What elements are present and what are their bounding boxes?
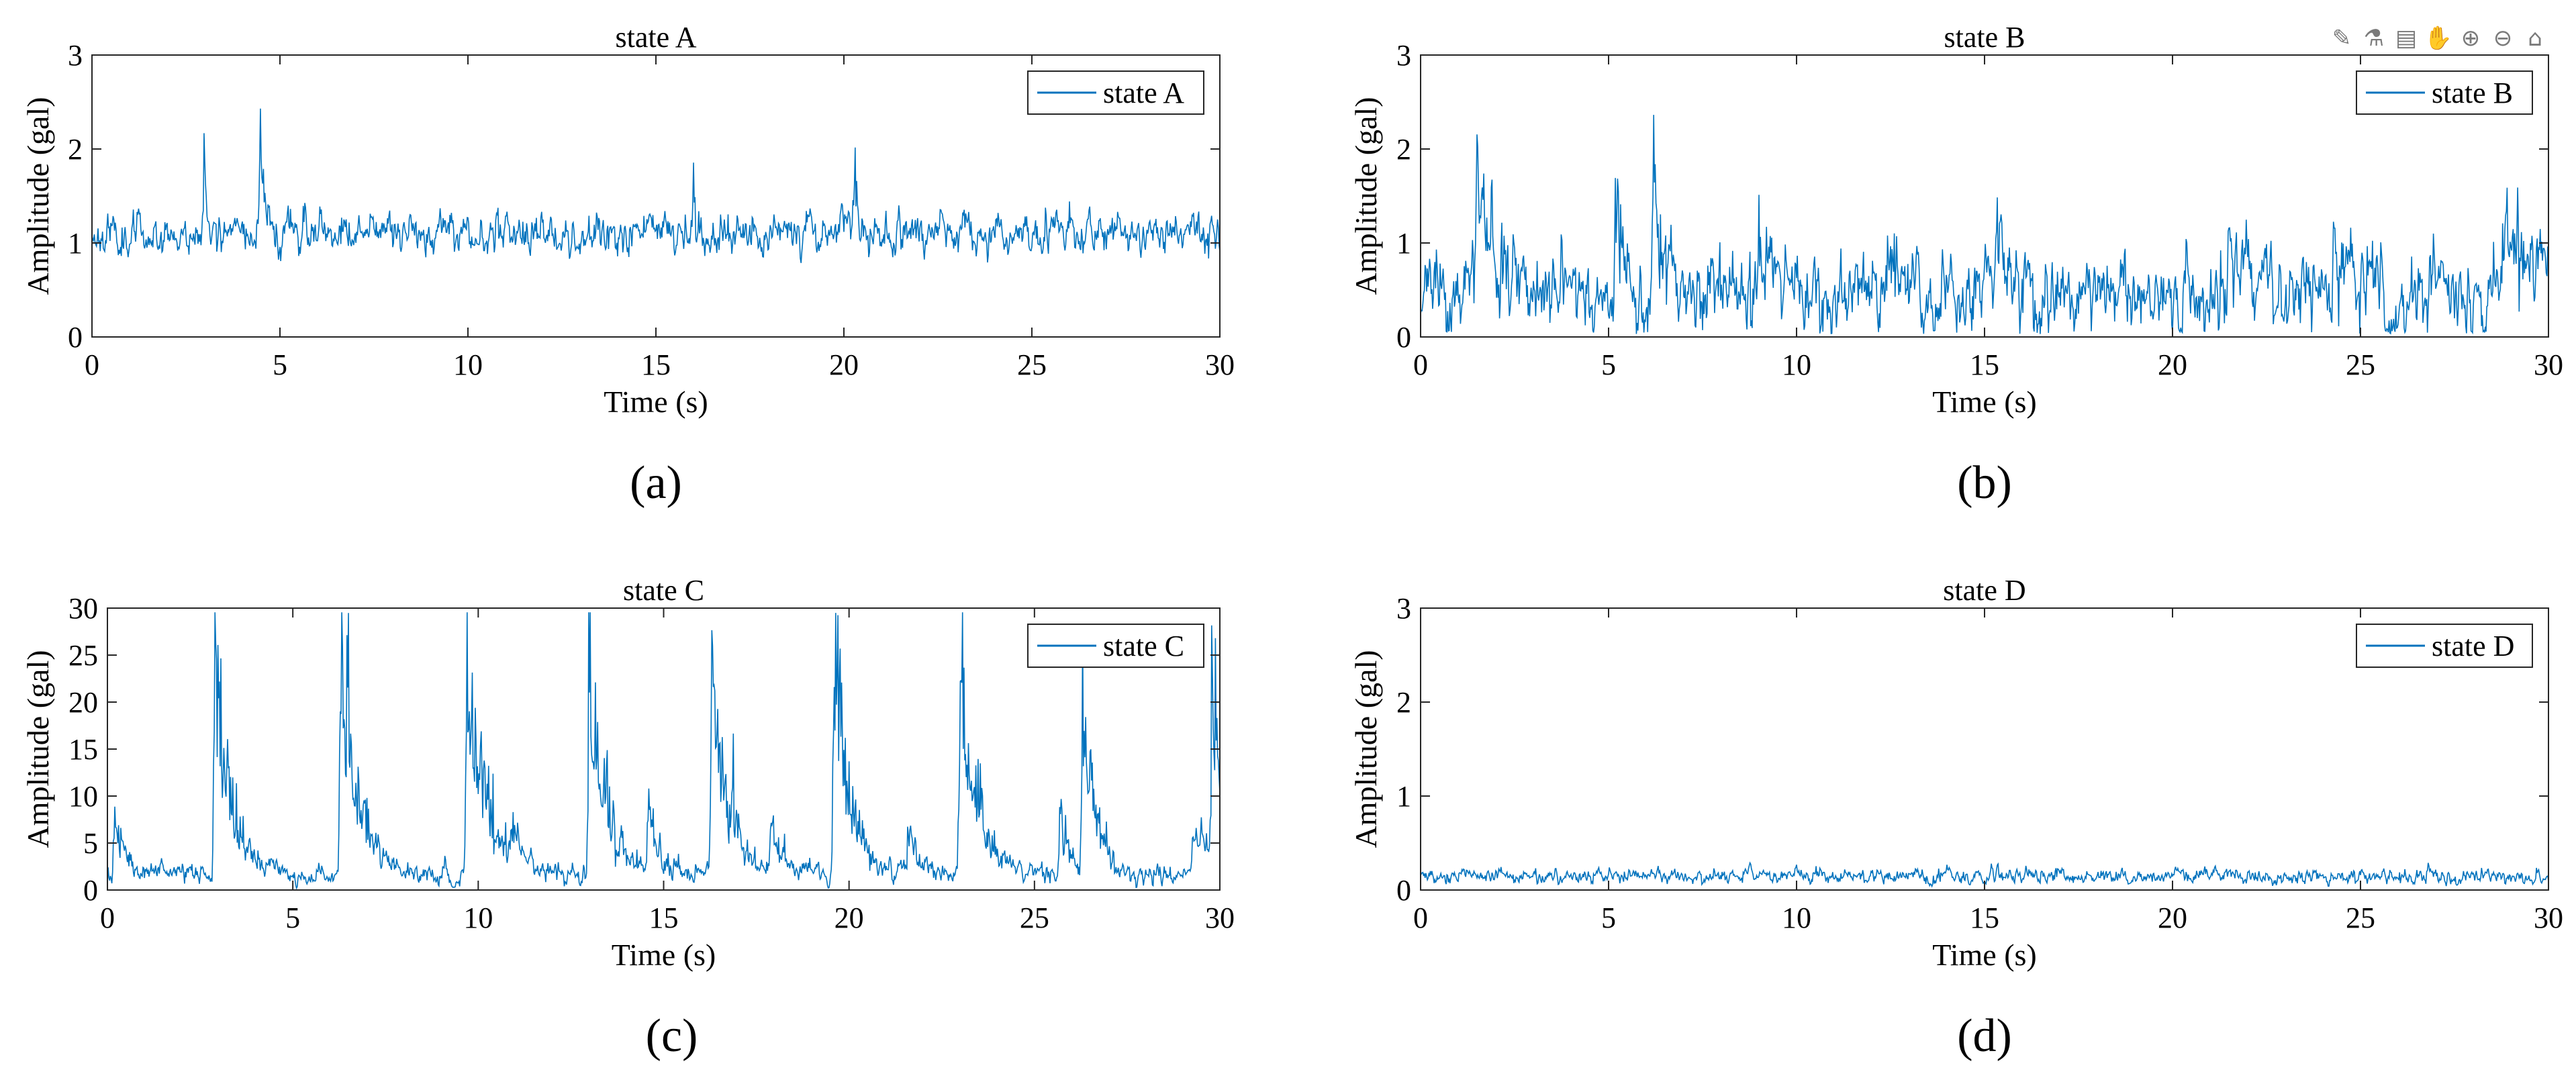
x-tick-label: 30 (2534, 348, 2563, 381)
x-axis-label: Time (s) (1932, 938, 2037, 972)
chart-title: state B (1944, 21, 2025, 54)
x-tick-label: 15 (649, 901, 679, 934)
y-tick-label: 0 (1396, 321, 1411, 354)
legend: state A (1027, 70, 1204, 115)
y-tick-label: 1 (1396, 227, 1411, 260)
legend-label: state C (1103, 630, 1184, 662)
y-tick-label: 3 (68, 39, 83, 72)
x-tick-label: 25 (2346, 348, 2375, 381)
x-tick-label: 5 (1601, 348, 1616, 381)
legend: state D (2356, 624, 2533, 668)
y-tick-label: 30 (68, 592, 98, 625)
series-line-c (107, 612, 1221, 890)
legend: state C (1027, 624, 1204, 668)
legend-label: state A (1103, 77, 1184, 109)
x-tick-label: 25 (2346, 901, 2375, 934)
y-axis-label: Amplitude (gal) (21, 650, 55, 848)
chart-title: state D (1943, 574, 2025, 607)
y-tick-label: 2 (68, 133, 83, 166)
legend-label: state B (2432, 77, 2513, 109)
series-line-b (1420, 115, 2549, 335)
x-tick-label: 15 (1970, 901, 1999, 934)
x-tick-label: 10 (463, 901, 493, 934)
x-tick-label: 0 (100, 901, 115, 934)
zoom-out-icon[interactable]: ⊖ (2493, 25, 2513, 52)
y-tick-label: 20 (68, 686, 98, 719)
chart-panel-d: 0 5 10 15 20 25 30 0 1 2 3 state D Time (s) Amplitude… (1349, 574, 2563, 1062)
x-tick-label: 0 (1413, 901, 1428, 934)
edit-brush-icon[interactable]: ✎ (2332, 25, 2352, 52)
data-tips-icon[interactable]: ⚗ (2363, 25, 2385, 52)
y-axis-label: Amplitude (gal) (21, 97, 55, 295)
y-tick-label: 25 (68, 639, 98, 672)
x-tick-label: 0 (85, 348, 99, 381)
y-tick-label: 15 (68, 733, 98, 766)
pan-hand-icon[interactable]: ✋ (2424, 25, 2453, 52)
x-tick-label: 5 (1601, 901, 1616, 934)
x-tick-label: 10 (453, 348, 483, 381)
chart-panel-b: 0 5 10 15 20 25 30 0 1 2 3 state B Time (s) Amplitude… (1349, 21, 2563, 509)
x-tick-label: 20 (2158, 901, 2187, 934)
legend: state B (2356, 70, 2533, 115)
x-tick-label: 5 (285, 901, 300, 934)
x-tick-label: 20 (834, 901, 864, 934)
chart-title: state C (623, 574, 704, 607)
figure-toolbar: ✎ ⚗ ▤ ✋ ⊕ ⊖ ⌂ (2328, 23, 2548, 56)
x-axis-label: Time (s) (612, 938, 716, 972)
x-tick-label: 30 (1205, 901, 1235, 934)
x-axis-label: Time (s) (604, 385, 708, 419)
x-tick-label: 15 (641, 348, 671, 381)
x-tick-label: 10 (1782, 901, 1811, 934)
y-tick-label: 0 (1396, 874, 1411, 907)
x-tick-label: 25 (1017, 348, 1047, 381)
panel-label: (b) (1957, 457, 2012, 509)
chart-panel-c: 0 5 10 15 20 25 30 0 5 10 15 20 25 30 state C Time (s) A… (21, 574, 1235, 1062)
x-tick-label: 30 (1205, 348, 1235, 381)
y-tick-label: 1 (68, 227, 83, 260)
legend-box (1027, 624, 1204, 668)
panel-label: (a) (630, 457, 682, 509)
y-tick-label: 10 (68, 780, 98, 813)
chart-panel-a: 0 5 10 15 20 25 30 0 1 2 3 state A Time (s) Amplitude… (21, 21, 1235, 509)
zoom-in-icon[interactable]: ⊕ (2461, 25, 2481, 52)
y-tick-label: 2 (1396, 133, 1411, 166)
series-line-a (91, 108, 1221, 263)
panel-label: (c) (646, 1010, 698, 1062)
legend-icon[interactable]: ▤ (2395, 25, 2418, 52)
y-tick-label: 5 (83, 827, 98, 860)
legend-label: state D (2432, 630, 2514, 662)
y-tick-label: 1 (1396, 780, 1411, 813)
x-tick-label: 15 (1970, 348, 1999, 381)
x-tick-label: 0 (1413, 348, 1428, 381)
y-axis-label: Amplitude (gal) (1349, 97, 1383, 295)
y-axis-label: Amplitude (gal) (1349, 650, 1383, 848)
y-tick-label: 3 (1396, 592, 1411, 625)
panel-label: (d) (1957, 1010, 2012, 1062)
y-tick-label: 2 (1396, 686, 1411, 719)
chart-title: state A (616, 21, 697, 54)
x-tick-label: 25 (1020, 901, 1049, 934)
x-tick-label: 10 (1782, 348, 1811, 381)
y-tick-label: 0 (68, 321, 83, 354)
home-icon[interactable]: ⌂ (2528, 25, 2542, 52)
y-tick-label: 0 (83, 874, 98, 907)
x-tick-label: 30 (2534, 901, 2563, 934)
x-axis-label: Time (s) (1932, 385, 2037, 419)
x-tick-label: 5 (273, 348, 287, 381)
y-tick-label: 3 (1396, 39, 1411, 72)
x-tick-label: 20 (829, 348, 859, 381)
x-tick-label: 20 (2158, 348, 2187, 381)
